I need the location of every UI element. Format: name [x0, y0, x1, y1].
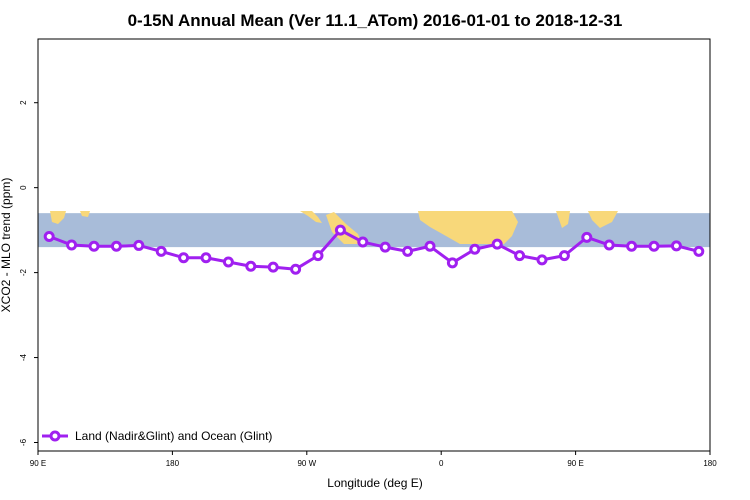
data-point-16 — [402, 245, 414, 257]
data-point-5 — [155, 245, 167, 257]
data-point-4 — [133, 239, 145, 251]
y-axis: 2 0 -2 -4 -6 — [19, 100, 38, 446]
data-point-19 — [469, 243, 481, 255]
y-axis-label: XCO2 - MLO trend (ppm) — [0, 178, 13, 313]
data-point-27 — [648, 240, 660, 252]
x-tick-label-3: 0 — [439, 459, 444, 468]
data-point-28 — [670, 240, 682, 252]
data-point-3 — [110, 240, 122, 252]
y-tick-label-1: 0 — [19, 185, 28, 190]
data-point-8 — [222, 256, 234, 268]
data-point-21 — [514, 250, 526, 262]
data-point-20 — [491, 238, 503, 250]
x-tick-label-1: 180 — [166, 459, 180, 468]
x-axis: 90 E 180 90 W 0 90 E 180 — [30, 451, 717, 468]
data-point-18 — [446, 257, 458, 269]
x-tick-label-5: 180 — [703, 459, 717, 468]
data-point-10 — [267, 261, 279, 273]
data-point-13 — [334, 224, 346, 236]
map-band — [38, 211, 710, 248]
legend-marker — [49, 430, 61, 442]
series-layer — [43, 224, 705, 275]
land-mass-africa — [418, 211, 518, 244]
land-mass-central-america — [300, 211, 322, 223]
data-point-24 — [581, 231, 593, 243]
data-point-26 — [626, 240, 638, 252]
x-tick-label-2: 90 W — [297, 459, 316, 468]
data-point-2 — [88, 240, 100, 252]
y-tick-label-0: 2 — [19, 100, 28, 105]
data-point-15 — [379, 241, 391, 253]
data-point-7 — [200, 252, 212, 264]
data-point-11 — [290, 263, 302, 275]
data-point-23 — [558, 250, 570, 262]
data-point-9 — [245, 260, 257, 272]
legend: Land (Nadir&Glint) and Ocean (Glint) — [42, 429, 272, 443]
land-mass-asia-west — [50, 211, 66, 224]
x-axis-label: Longitude (deg E) — [327, 476, 422, 490]
land-mass-asia-east — [588, 211, 618, 228]
data-point-6 — [178, 252, 190, 264]
x-tick-label-4: 90 E — [567, 459, 583, 468]
data-point-22 — [536, 254, 548, 266]
land-mass-islands-west — [80, 211, 90, 217]
x-tick-label-0: 90 E — [30, 459, 46, 468]
data-point-1 — [66, 239, 78, 251]
legend-label: Land (Nadir&Glint) and Ocean (Glint) — [75, 429, 272, 443]
data-point-29 — [693, 245, 705, 257]
y-tick-label-2: -2 — [19, 269, 28, 277]
data-point-25 — [603, 239, 615, 251]
data-point-12 — [312, 250, 324, 262]
data-point-17 — [424, 240, 436, 252]
chart-title: 0-15N Annual Mean (Ver 11.1_ATom) 2016-0… — [128, 11, 623, 30]
plot-frame — [37, 38, 711, 452]
y-tick-label-4: -6 — [19, 438, 28, 446]
land-mass-india — [556, 211, 570, 228]
data-point-14 — [357, 236, 369, 248]
data-point-0 — [43, 231, 55, 243]
y-tick-label-3: -4 — [19, 353, 28, 361]
